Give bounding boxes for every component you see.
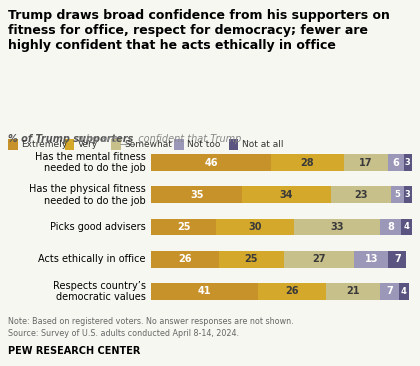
Text: 28: 28	[301, 157, 314, 168]
Text: 8: 8	[387, 222, 394, 232]
Text: 3: 3	[405, 158, 411, 167]
Text: 7: 7	[394, 254, 401, 264]
Bar	[344, 154, 388, 171]
Bar	[381, 283, 399, 300]
Text: 46: 46	[205, 157, 218, 168]
Bar	[354, 251, 388, 268]
Text: 27: 27	[312, 254, 326, 264]
Text: 26: 26	[285, 286, 299, 296]
Text: Very: Very	[78, 140, 98, 149]
Text: Not too: Not too	[187, 140, 220, 149]
Bar	[399, 283, 409, 300]
Text: 4: 4	[404, 223, 410, 231]
Bar	[388, 154, 404, 171]
Bar	[151, 186, 242, 203]
Text: 13: 13	[365, 254, 378, 264]
Text: 3: 3	[405, 190, 411, 199]
Bar	[151, 154, 271, 171]
Text: 4: 4	[401, 287, 407, 296]
Bar	[151, 251, 219, 268]
Bar	[151, 283, 258, 300]
Bar	[404, 154, 412, 171]
Text: 6: 6	[393, 157, 399, 168]
Text: Note: Based on registered voters. No answer responses are not shown.: Note: Based on registered voters. No ans…	[8, 317, 294, 326]
Bar	[326, 283, 381, 300]
Bar	[294, 219, 381, 235]
Bar	[388, 251, 407, 268]
Text: 25: 25	[177, 222, 191, 232]
Bar	[271, 154, 344, 171]
Text: Extremely: Extremely	[21, 140, 67, 149]
Text: 26: 26	[178, 254, 192, 264]
Bar	[151, 219, 216, 235]
Bar	[404, 186, 412, 203]
Bar	[216, 219, 294, 235]
Text: 21: 21	[346, 286, 360, 296]
Text: 30: 30	[249, 222, 262, 232]
Text: 5: 5	[394, 190, 400, 199]
Bar	[331, 186, 391, 203]
Text: 23: 23	[354, 190, 368, 200]
Bar	[219, 251, 284, 268]
Text: % of Trump supporters: % of Trump supporters	[8, 134, 134, 143]
Text: 41: 41	[198, 286, 211, 296]
Text: 33: 33	[331, 222, 344, 232]
Bar	[381, 219, 401, 235]
Text: Trump draws broad confidence from his supporters on
fitness for office, respect : Trump draws broad confidence from his su…	[8, 9, 390, 52]
Bar	[284, 251, 354, 268]
Text: Somewhat: Somewhat	[124, 140, 172, 149]
Text: PEW RESEARCH CENTER: PEW RESEARCH CENTER	[8, 346, 141, 356]
Bar	[401, 219, 412, 235]
Text: 34: 34	[280, 190, 293, 200]
Bar	[242, 186, 331, 203]
Bar	[391, 186, 404, 203]
Text: 25: 25	[245, 254, 258, 264]
Text: 7: 7	[386, 286, 393, 296]
Bar	[258, 283, 326, 300]
Text: Not at all: Not at all	[241, 140, 283, 149]
Text: Source: Survey of U.S. adults conducted April 8-14, 2024.: Source: Survey of U.S. adults conducted …	[8, 329, 239, 339]
Text: 35: 35	[190, 190, 204, 200]
Text: 17: 17	[359, 157, 373, 168]
Text: who are ___ confident that Trump …: who are ___ confident that Trump …	[75, 134, 254, 145]
